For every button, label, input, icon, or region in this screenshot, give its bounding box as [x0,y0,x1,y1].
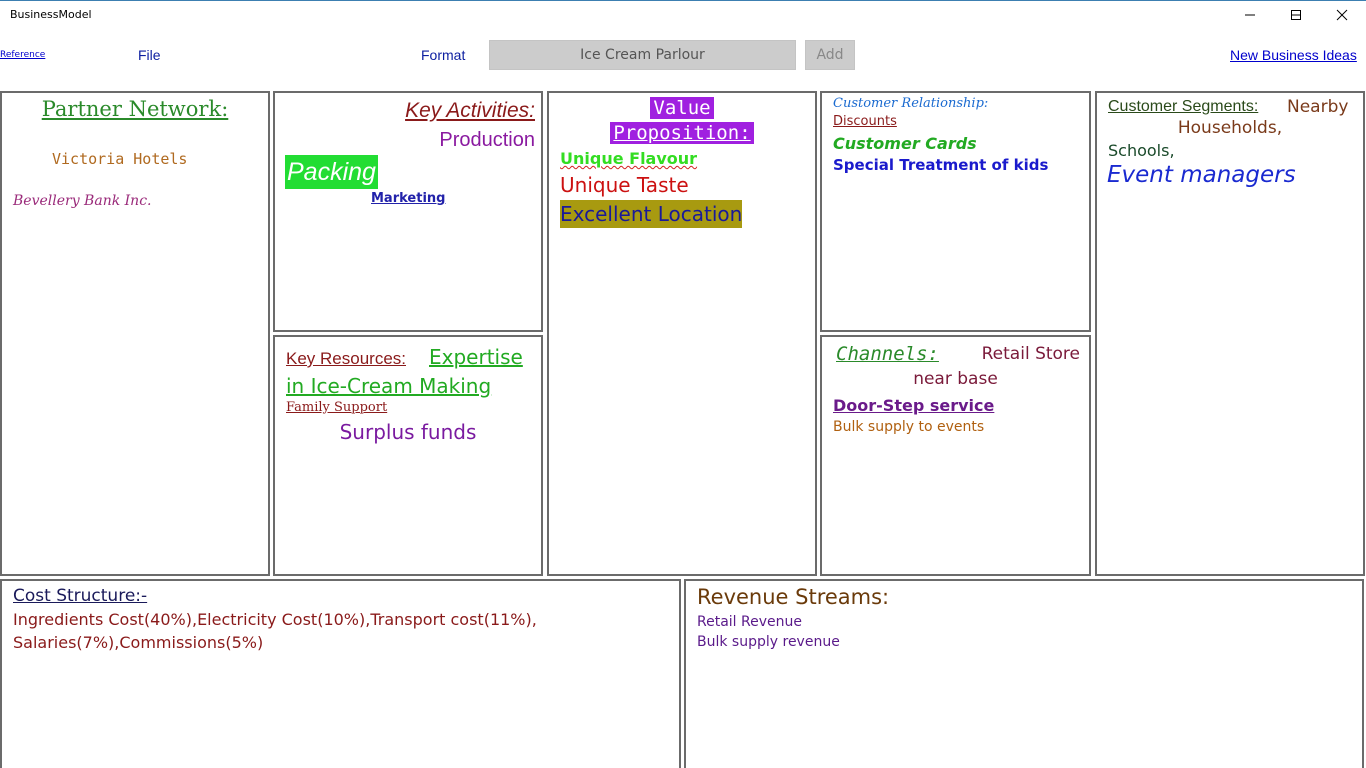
cost-line: Salaries(7%),Commissions(5%) [13,633,264,652]
maximize-button[interactable] [1273,0,1319,30]
channel-item: Retail Store [981,344,1080,364]
channel-item: Door-Step service [833,396,995,415]
app-title: BusinessModel [10,8,92,21]
resource-item: Expertise [429,345,523,369]
maximize-icon [1291,10,1301,20]
revenue-streams-heading: Revenue Streams: [697,585,890,609]
key-activities-heading: Key Activities: [405,99,535,122]
channels-box[interactable]: Channels: Retail Store near base Door-St… [820,335,1091,576]
new-business-ideas-link[interactable]: New Business Ideas [1230,47,1357,63]
segment-item: Nearby [1287,97,1349,117]
customer-segments-box[interactable]: Customer Segments: Nearby Households, Sc… [1095,91,1365,576]
resource-item: Surplus funds [339,420,477,444]
revenue-item: Bulk supply revenue [697,634,840,650]
resource-item: Family Support [286,400,388,415]
revenue-item: Retail Revenue [697,614,802,630]
activity-item-highlighted: Packing [285,155,378,189]
file-menu[interactable]: File [138,47,161,63]
partner-item: Bevellery Bank Inc. [13,193,152,209]
minimize-icon [1245,14,1255,16]
resource-item: in Ice-Cream Making [286,374,492,398]
segment-item: Event managers [1107,162,1296,188]
channel-item: Bulk supply to events [833,419,985,435]
customer-segments-heading: Customer Segments: [1108,98,1259,115]
relationship-item: Special Treatment of kids [833,156,1049,174]
revenue-streams-box[interactable]: Revenue Streams: Retail Revenue Bulk sup… [684,579,1364,768]
key-resources-heading: Key Resources: [286,349,406,368]
format-menu[interactable]: Format [421,47,466,63]
segment-item: Households, [1177,118,1283,138]
partner-network-box[interactable]: Partner Network: Victoria Hotels Bevelle… [0,91,270,576]
close-icon [1336,9,1348,21]
key-resources-box[interactable]: Key Resources: Expertise in Ice-Cream Ma… [273,335,543,576]
channels-heading: Channels: [836,343,939,365]
value-item: Unique Taste [560,173,689,197]
value-item-highlighted: Excellent Location [560,200,743,228]
cost-structure-heading: Cost Structure:- [13,586,148,606]
relationship-item: Discounts [833,114,897,129]
segment-item: Schools, [1108,141,1175,160]
value-item: Unique Flavour [560,149,698,168]
partner-network-heading: Partner Network: [41,97,229,121]
reference-link[interactable]: Reference [0,50,46,60]
business-name-input[interactable]: Ice Cream Parlour [489,40,796,70]
channel-item: near base [913,369,998,389]
customer-relationship-box[interactable]: Customer Relationship: Discounts Custome… [820,91,1091,332]
minimize-icon [1291,14,1301,16]
activity-item: Marketing [371,191,446,206]
key-activities-box[interactable]: Key Activities: Production Packing Marke… [273,91,543,332]
value-proposition-heading: Value [650,97,714,119]
partner-item: Victoria Hotels [52,150,188,168]
add-button[interactable]: Add [805,40,855,70]
activity-item: Production [439,129,535,151]
close-button[interactable] [1319,0,1365,30]
relationship-item: Customer Cards [833,134,977,153]
window-top-border [0,0,1366,1]
minimize-button-hit[interactable] [1227,0,1273,30]
cost-structure-box[interactable]: Cost Structure:- Ingredients Cost(40%),E… [0,579,681,768]
minimize-button[interactable] [1273,0,1319,30]
value-proposition-box[interactable]: Value Proposition: Unique Flavour Unique… [547,91,817,576]
customer-relationship-heading: Customer Relationship: [833,96,989,111]
value-proposition-heading: Proposition: [610,122,754,144]
cost-line: Ingredients Cost(40%),Electricity Cost(1… [13,610,537,629]
